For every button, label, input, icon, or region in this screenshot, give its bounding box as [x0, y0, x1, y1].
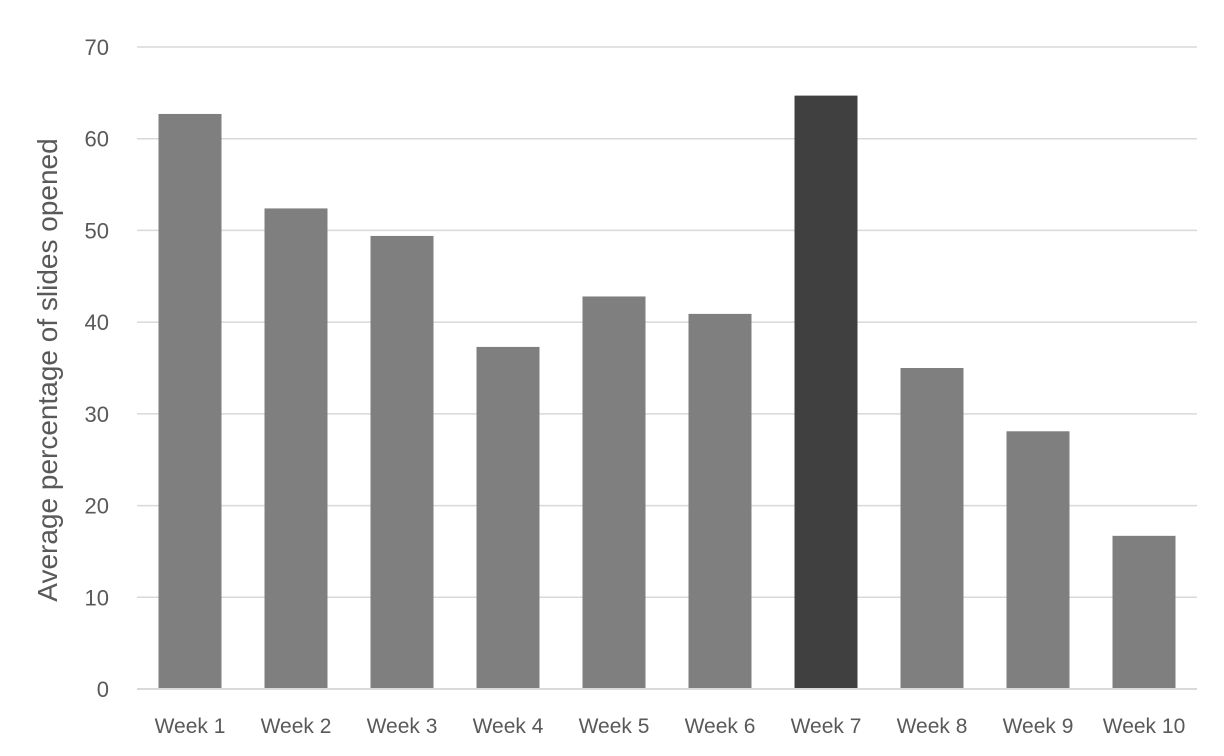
x-axis-category-labels: Week 1 Week 2 Week 3 Week 4 Week 5 Week 6 Week… — [155, 715, 1186, 738]
bar-week-2 — [264, 208, 328, 689]
x-tick-label: Week 8 — [897, 715, 968, 738]
bar-week-10 — [1112, 535, 1176, 689]
x-tick-label: Week 9 — [1003, 715, 1074, 738]
y-tick-label: 50 — [85, 218, 109, 243]
x-tick-label: Week 7 — [791, 715, 862, 738]
y-tick-label: 40 — [85, 310, 109, 335]
bar-week-3 — [370, 235, 434, 689]
y-tick-label: 0 — [97, 677, 109, 702]
y-tick-label: 60 — [85, 127, 109, 152]
bar-week-5 — [582, 296, 646, 689]
y-axis-title: Average percentage of slides opened — [32, 138, 63, 601]
bar-week-8 — [900, 368, 964, 689]
x-tick-label: Week 2 — [261, 715, 332, 738]
bar-week-4 — [476, 346, 540, 689]
bar-week-1 — [158, 113, 222, 690]
x-tick-label: Week 3 — [367, 715, 438, 738]
bar-week-6 — [688, 313, 752, 689]
y-tick-label: 20 — [85, 494, 109, 519]
x-tick-label: Week 10 — [1103, 715, 1186, 738]
x-tick-label: Week 6 — [685, 715, 756, 738]
bars — [137, 95, 1197, 690]
y-tick-label: 70 — [85, 35, 109, 60]
y-tick-label: 30 — [85, 402, 109, 427]
x-tick-label: Week 1 — [155, 715, 226, 738]
y-tick-label: 10 — [85, 585, 109, 610]
bar-week-7 — [794, 95, 858, 689]
bar-week-9 — [1006, 431, 1070, 689]
x-tick-label: Week 5 — [579, 715, 650, 738]
y-axis-tick-labels: 0 10 20 30 40 50 60 70 — [85, 35, 109, 702]
x-tick-label: Week 4 — [473, 715, 544, 738]
